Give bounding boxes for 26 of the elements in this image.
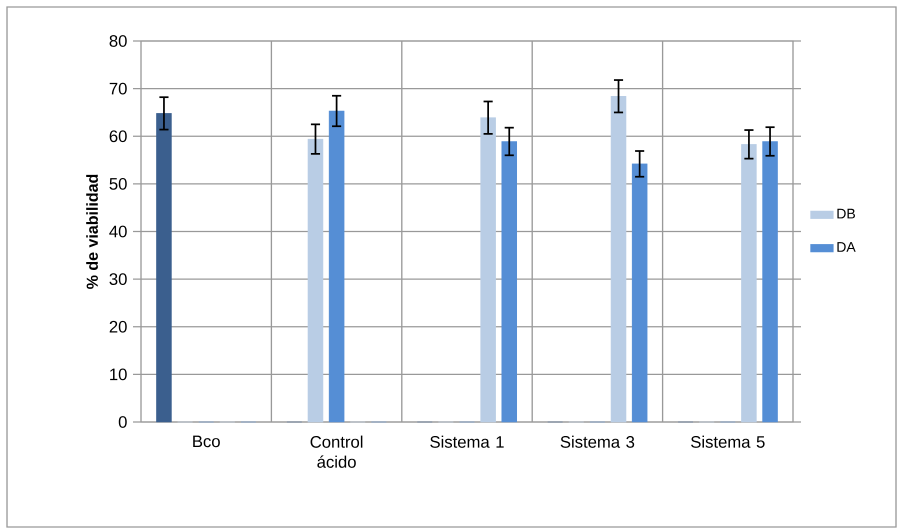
x-tick-label: Sistema 5	[691, 436, 765, 448]
y-tick-label: 10	[110, 368, 127, 380]
y-axis-title: % de viabilidad	[86, 174, 98, 289]
bar	[480, 117, 496, 422]
bar	[632, 164, 648, 422]
bar	[308, 138, 324, 422]
bar	[741, 144, 757, 422]
legend-label: DA	[837, 242, 856, 252]
x-tick-label: Bco	[193, 436, 220, 448]
y-tick-label: 20	[110, 320, 127, 333]
bar	[610, 96, 626, 422]
legend-label: DB	[837, 208, 855, 218]
y-tick-label: 40	[109, 226, 127, 238]
y-tick-label: 0	[118, 416, 127, 428]
x-tick-label: Sistema 3	[560, 436, 634, 448]
y-tick-label: 60	[110, 130, 127, 142]
bar	[328, 110, 344, 422]
x-tick-label: Control ácido	[310, 436, 362, 468]
y-tick-label: 30	[109, 273, 127, 286]
bar	[501, 141, 518, 422]
bar	[762, 141, 778, 422]
y-tick-label: 80	[110, 35, 127, 47]
y-tick-label: 50	[110, 178, 127, 190]
x-tick-label: Sistema 1	[430, 436, 504, 448]
bar	[156, 113, 172, 422]
y-tick-label: 70	[110, 82, 127, 95]
